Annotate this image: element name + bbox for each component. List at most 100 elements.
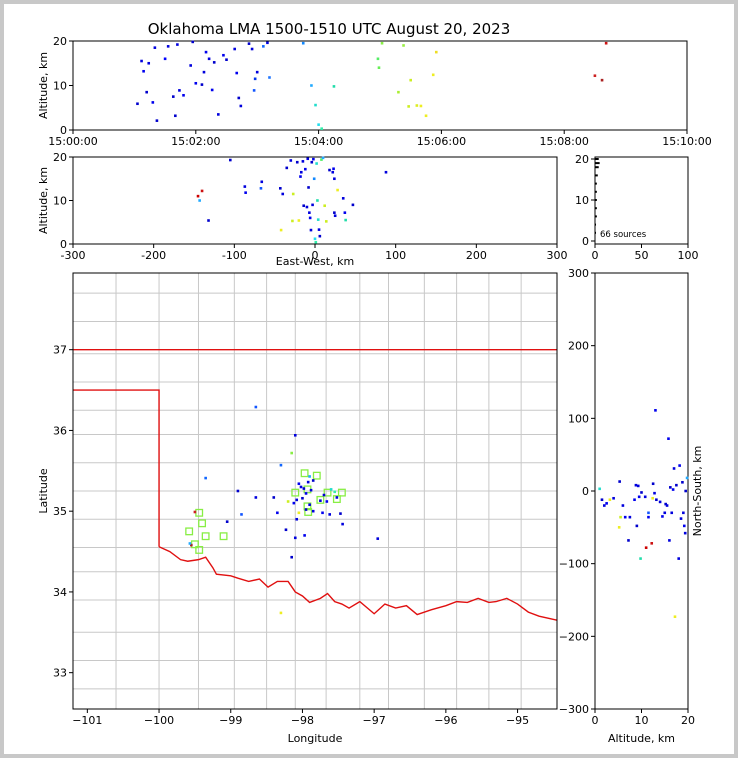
map-x-tick-label: −100 xyxy=(144,714,174,727)
ew-altitude-point xyxy=(310,160,314,164)
time-altitude-point xyxy=(262,45,265,48)
time-altitude-point xyxy=(166,45,170,48)
ew-x-tick-label: 300 xyxy=(547,249,568,262)
time-altitude-point xyxy=(145,90,148,94)
map-x-tick-label: −96 xyxy=(434,714,457,727)
ns-altitude-point xyxy=(682,511,685,515)
map-source-point xyxy=(290,555,293,559)
hist-x-tick-label: 100 xyxy=(678,249,699,262)
lma-station-marker xyxy=(300,469,309,478)
ns-altitude-point xyxy=(655,498,658,502)
time-altitude-point xyxy=(142,69,145,73)
ew-altitude-point xyxy=(295,160,299,164)
map-x-tick-label: −101 xyxy=(72,714,102,727)
map-source-point xyxy=(328,513,331,516)
time-altitude-point xyxy=(204,50,208,54)
ns-altitude-point xyxy=(644,546,648,549)
ns-axes-frame xyxy=(594,272,689,710)
ns-altitude-point xyxy=(671,488,675,491)
time-altitude-point xyxy=(171,95,175,98)
ew-altitude-point xyxy=(196,194,200,198)
time-y-axis-label: Altitude, km xyxy=(37,52,50,119)
lma-station-marker xyxy=(185,527,194,536)
ew-altitude-point xyxy=(316,199,319,202)
ns-altitude-point xyxy=(628,515,632,519)
map-source-point xyxy=(306,480,310,484)
time-altitude-point xyxy=(210,88,214,92)
map-source-point xyxy=(339,512,342,515)
time-altitude-point xyxy=(407,105,410,108)
time-altitude-point xyxy=(424,114,428,118)
map-source-point xyxy=(286,500,290,503)
map-source-point xyxy=(304,508,308,511)
time-altitude-point xyxy=(320,127,323,130)
time-x-tick-label: 15:10:00 xyxy=(662,135,711,148)
time-altitude-point xyxy=(415,104,419,107)
ns-altitude-point xyxy=(650,542,654,545)
time-altitude-point xyxy=(155,119,159,122)
map-source-point xyxy=(304,492,308,495)
time-altitude-point xyxy=(212,61,216,64)
ew-x-tick-label: 0 xyxy=(312,249,319,262)
ew-altitude-point xyxy=(305,205,309,209)
hist-bar xyxy=(595,190,597,193)
lma-station-marker xyxy=(201,532,210,541)
map-source-point xyxy=(190,543,193,547)
ew-altitude-point xyxy=(301,160,305,163)
ns-y-tick-label: 0 xyxy=(582,485,589,498)
ns-altitude-point xyxy=(651,496,654,500)
ew-altitude-point xyxy=(299,175,302,178)
east-west-altitude-panel: -300 -200 -100 0 100 200 300 0 10 20 East-West, km… xyxy=(37,151,568,268)
lma-station-marker xyxy=(198,519,207,528)
ns-altitude-point xyxy=(600,498,604,502)
ew-y-tick-label: 20 xyxy=(53,151,67,164)
map-source-point xyxy=(240,513,243,516)
time-altitude-point xyxy=(255,70,259,74)
map-source-point xyxy=(308,475,311,478)
map-source-point xyxy=(276,511,279,515)
ew-altitude-point xyxy=(384,170,388,174)
map-source-point xyxy=(309,488,313,492)
map-source-point xyxy=(295,517,299,521)
hist-bar xyxy=(595,162,600,165)
time-altitude-point xyxy=(202,70,206,74)
hist-bar xyxy=(595,182,597,185)
ns-altitude-point xyxy=(677,557,680,560)
map-x-axis-label: Longitude xyxy=(288,732,343,745)
map-source-point xyxy=(193,510,197,514)
lma-station-marker xyxy=(291,488,300,497)
map-source-point xyxy=(325,500,329,503)
map-y-tick-label: 36 xyxy=(53,424,67,437)
time-altitude-point xyxy=(593,74,597,78)
ns-x-tick-label: 0 xyxy=(592,714,599,727)
ns-altitude-point xyxy=(608,498,612,502)
time-altitude-point xyxy=(191,40,195,44)
ns-altitude-point xyxy=(654,409,657,412)
ns-y-tick-label: 300 xyxy=(568,267,589,280)
ns-altitude-point xyxy=(663,511,667,515)
ns-altitude-point xyxy=(653,491,656,495)
time-altitude-point xyxy=(163,57,167,61)
ns-altitude-point xyxy=(658,500,662,504)
ew-altitude-point xyxy=(312,157,315,161)
ew-altitude-point xyxy=(333,211,336,214)
ew-altitude-point xyxy=(260,180,264,184)
map-source-point xyxy=(279,463,283,467)
ns-altitude-point xyxy=(685,476,689,480)
ns-altitude-point xyxy=(668,539,671,542)
hist-y-tick-label: 0 xyxy=(582,235,589,248)
map-source-point xyxy=(225,520,229,523)
map-source-point xyxy=(322,493,326,497)
time-altitude-point xyxy=(317,123,320,126)
map-source-point xyxy=(333,490,337,494)
time-x-tick-label: 15:08:00 xyxy=(539,135,588,148)
map-y-tick-label: 37 xyxy=(53,344,67,357)
ew-x-tick-label: -200 xyxy=(141,249,166,262)
time-altitude-point xyxy=(604,41,608,45)
ew-altitude-point xyxy=(207,219,210,222)
ns-altitude-point xyxy=(634,483,638,487)
map-x-tick-label: −95 xyxy=(506,714,529,727)
hist-x-tick-label: 0 xyxy=(592,249,599,262)
map-source-point xyxy=(301,496,304,500)
map-axes-frame xyxy=(72,272,558,710)
